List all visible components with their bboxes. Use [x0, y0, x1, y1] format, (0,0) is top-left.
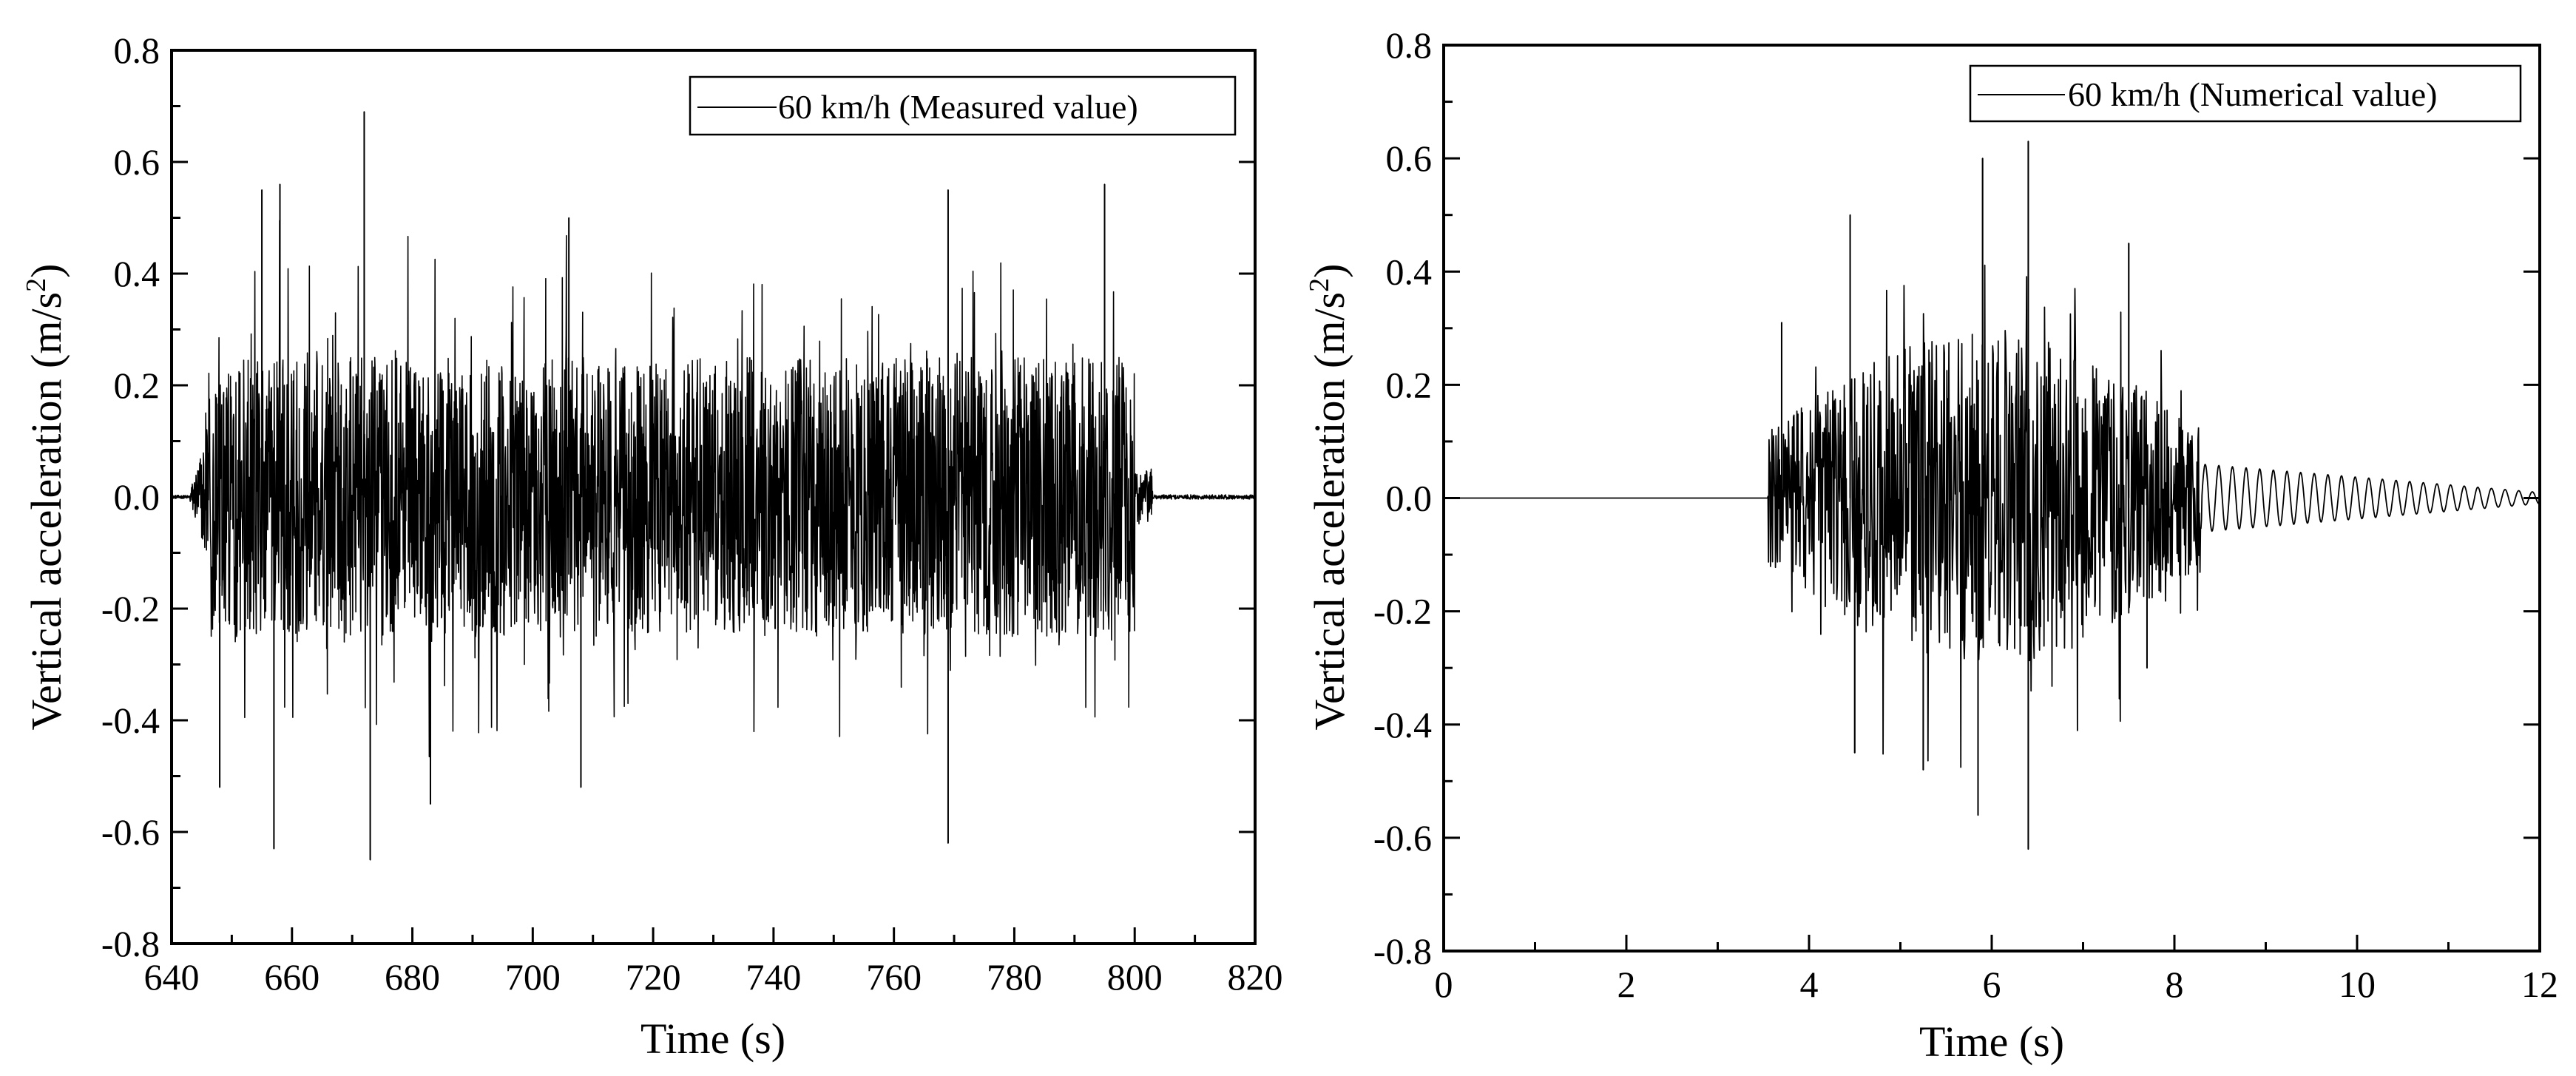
- measured-legend: 60 km/h (Measured value): [689, 75, 1237, 136]
- numerical-x-axis-title: Time (s): [1919, 1018, 2064, 1066]
- measured-x-tick-label: 660: [264, 956, 320, 998]
- numerical-y-tick-label: -0.2: [1373, 591, 1432, 632]
- measured-x-tick-label: 640: [144, 956, 200, 998]
- measured-y-tick-label: -0.2: [101, 588, 160, 629]
- numerical-x-tick-label: 2: [1617, 964, 1636, 1005]
- numerical-chart: 0 2 4 6 8 10 12 -0.8 -0.6 -0.4 -0.2 0.0 0.2 0.4 0.6 0.8…: [1304, 24, 2558, 1066]
- measured-y-tick-label: 0.6: [114, 141, 160, 183]
- measured-x-tick-label: 680: [385, 956, 440, 998]
- numerical-y-tick-label: 0.4: [1386, 251, 1433, 292]
- numerical-y-tick-label: -0.4: [1373, 704, 1432, 745]
- measured-y-tick-label: 0.8: [114, 30, 160, 71]
- numerical-x-tick-label: 6: [1983, 964, 2001, 1005]
- measured-x-axis-title: Time (s): [640, 1015, 785, 1063]
- numerical-x-tick-label: 0: [1435, 964, 1453, 1005]
- numerical-x-tick-label: 12: [2521, 964, 2558, 1005]
- numerical-y-tick-label: 0.6: [1386, 138, 1433, 179]
- numerical-signal-traces: [1443, 141, 2540, 850]
- numerical-legend-box: [1969, 64, 2522, 123]
- measured-y-tick-label: -0.4: [101, 700, 160, 741]
- measured-y-tick-label: 0.2: [114, 365, 160, 406]
- numerical-x-tick-label: 4: [1800, 964, 1819, 1005]
- numerical-y-tick-label: 0.0: [1386, 478, 1433, 519]
- numerical-y-tick-label: -0.6: [1373, 817, 1432, 859]
- measured-signal-line: [171, 111, 1256, 861]
- measured-ticks: 640 660 680 700 720 740 760 780 800 820 -0.8 -0.6 -0…: [101, 30, 1283, 998]
- numerical-y-tick-label: 0.2: [1386, 364, 1433, 405]
- numerical-y-tick-label: -0.8: [1373, 930, 1432, 972]
- measured-y-axis-title: Vertical acceleration (m/s2): [21, 264, 70, 731]
- measured-y-tick-label: 0.4: [114, 253, 160, 294]
- numerical-legend-label: 60 km/h (Numerical value): [2068, 75, 2437, 113]
- measured-x-tick-label: 720: [626, 956, 681, 998]
- measured-x-tick-label: 780: [987, 956, 1042, 998]
- numerical-legend: 60 km/h (Numerical value): [1969, 64, 2522, 123]
- measured-x-tick-label: 820: [1228, 956, 1283, 998]
- numerical-y-axis-title: Vertical acceleration (m/s2): [1304, 264, 1353, 731]
- measured-x-tick-label: 760: [866, 956, 922, 998]
- measured-legend-label: 60 km/h (Measured value): [778, 88, 1138, 126]
- numerical-x-tick-label: 8: [2166, 964, 2184, 1005]
- numerical-y-tick-label: 0.8: [1386, 24, 1433, 66]
- measured-x-tick-label: 700: [505, 956, 561, 998]
- measured-signal-traces: [171, 111, 1256, 861]
- measured-y-tick-label: -0.6: [101, 811, 160, 853]
- numerical-x-tick-label: 10: [2339, 964, 2376, 1005]
- numerical-signal-line: [1443, 141, 2540, 850]
- measured-chart: 640 660 680 700 720 740 760 780 800 820 -0.8 -0.6 -0…: [21, 30, 1283, 1063]
- measured-legend-box: [689, 75, 1237, 136]
- numerical-ticks: 0 2 4 6 8 10 12 -0.8 -0.6 -0.4 -0.2 0.0 0.2 0.4 0.6 0.8: [1373, 24, 2558, 1005]
- measured-x-tick-label: 740: [746, 956, 801, 998]
- measured-y-tick-label: -0.8: [101, 923, 160, 964]
- measured-y-tick-label: 0.0: [114, 476, 160, 518]
- measured-x-tick-label: 800: [1107, 956, 1163, 998]
